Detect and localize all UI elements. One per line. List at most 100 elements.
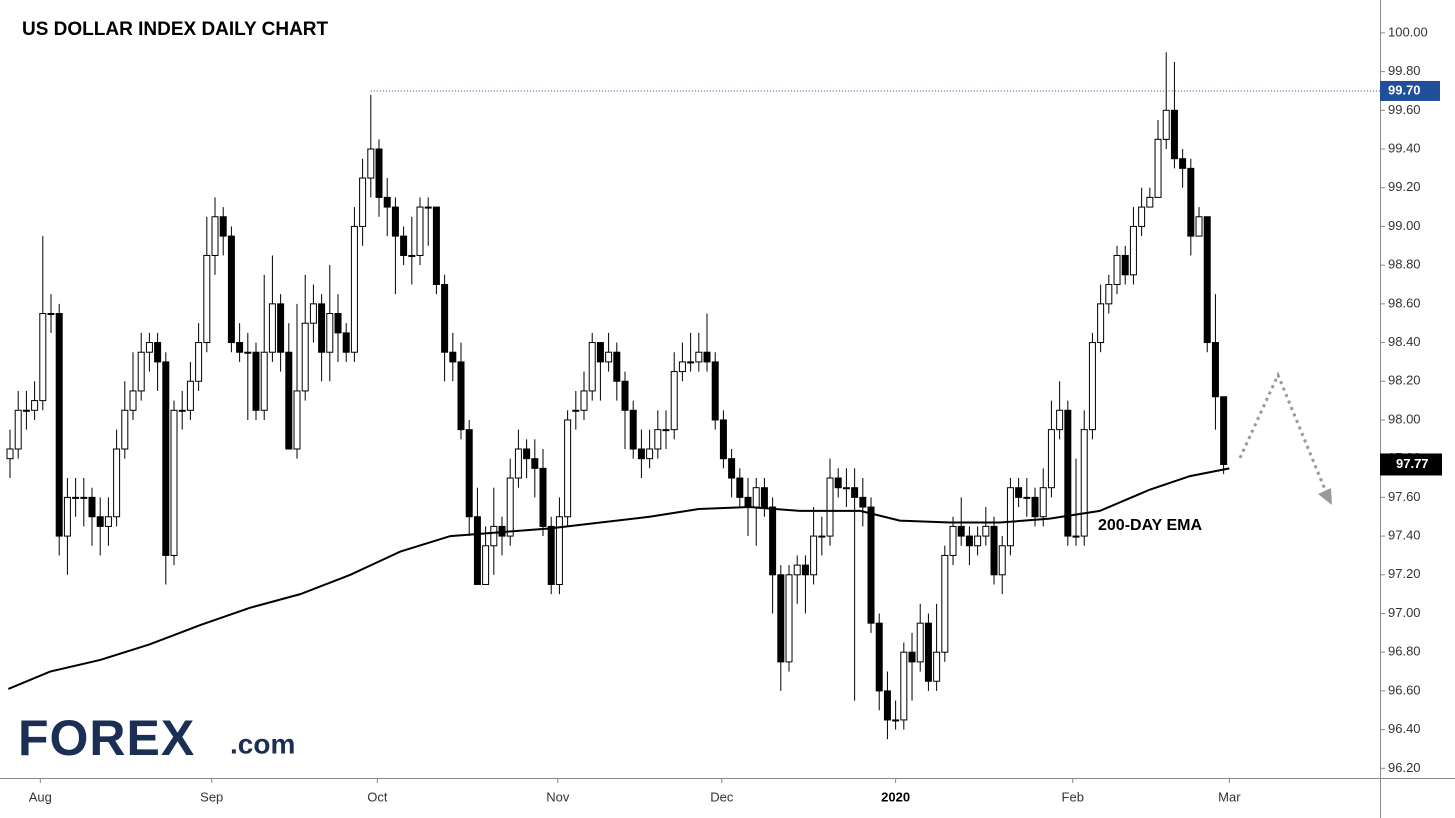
candle-body — [96, 516, 104, 527]
candle-body — [178, 409, 186, 412]
candle-body — [1047, 429, 1055, 489]
candle-body — [908, 651, 916, 663]
x-tick-label: 2020 — [881, 789, 910, 804]
candle-body — [703, 351, 711, 363]
candle-body — [924, 622, 932, 682]
candle-body — [465, 429, 473, 518]
candle-body — [867, 506, 875, 624]
candle-body — [580, 390, 588, 411]
candle-body — [916, 622, 924, 663]
candle-body — [244, 351, 252, 354]
candle-body — [350, 225, 358, 353]
candle-body — [605, 351, 613, 363]
candle-body — [31, 400, 39, 411]
candle-body — [678, 361, 686, 373]
projection-arrowhead — [1318, 488, 1332, 505]
logo-main: FOREX — [18, 710, 195, 766]
candle-body — [170, 409, 178, 556]
candle-body — [375, 148, 383, 198]
y-tick-label: 97.40 — [1388, 528, 1421, 543]
candle-body — [334, 313, 342, 334]
projection-arrow — [1238, 371, 1328, 493]
candle-body — [1064, 409, 1072, 537]
candle-body — [137, 351, 145, 392]
candle-body — [1129, 225, 1137, 276]
candle-body — [1162, 109, 1170, 140]
candle-body — [1097, 303, 1105, 344]
candle-body — [711, 361, 719, 421]
y-tick-label: 96.60 — [1388, 682, 1421, 697]
y-tick-label: 100.00 — [1388, 24, 1428, 39]
candle-body — [154, 342, 162, 363]
y-tick-label: 97.00 — [1388, 605, 1421, 620]
candle-body — [301, 322, 309, 392]
candle-body — [1088, 342, 1096, 431]
candle-body — [941, 554, 949, 653]
candle-body — [514, 448, 522, 479]
candle-body — [596, 342, 604, 363]
candle-body — [326, 313, 334, 353]
logo-suffix: .com — [230, 728, 295, 759]
candle-body — [974, 535, 982, 547]
candle-body — [572, 409, 580, 412]
x-tick-label: Sep — [200, 789, 223, 804]
ema-label: 200-DAY EMA — [1098, 517, 1202, 534]
x-tick-label: Feb — [1062, 789, 1084, 804]
candle-body — [6, 448, 14, 460]
candle-body — [523, 448, 531, 460]
candle-body — [227, 235, 235, 344]
candle-body — [482, 545, 490, 585]
candle-body — [408, 254, 416, 257]
candle-body — [1006, 487, 1014, 547]
candle-body — [564, 419, 572, 518]
candle-body — [998, 545, 1006, 576]
candle-body — [777, 574, 785, 663]
candle-body — [39, 313, 47, 402]
candle-body — [793, 564, 801, 576]
y-tick-label: 98.20 — [1388, 373, 1421, 388]
candle-body — [1015, 487, 1023, 498]
candle-body — [252, 351, 260, 411]
candle-body — [1179, 158, 1187, 169]
candle-body — [432, 206, 440, 285]
candle-body — [424, 206, 432, 209]
candle-body — [670, 371, 678, 431]
candle-body — [539, 467, 547, 527]
candle-body — [810, 535, 818, 576]
candle-body — [293, 390, 301, 450]
candle-body — [1220, 396, 1228, 465]
candle-body — [236, 342, 244, 353]
y-tick-label: 97.20 — [1388, 566, 1421, 581]
candle-body — [736, 477, 744, 498]
candle-body — [129, 390, 137, 411]
resistance-box — [1380, 80, 1440, 101]
candle-body — [1154, 138, 1162, 198]
candle-body — [367, 148, 375, 179]
candle-body — [760, 487, 768, 508]
candle-body — [1138, 206, 1146, 227]
y-tick-label: 96.20 — [1388, 760, 1421, 775]
ema-line — [7, 467, 1230, 690]
candle-body — [719, 419, 727, 460]
candle-body — [342, 332, 350, 353]
candle-body — [490, 525, 498, 547]
y-tick-label: 98.40 — [1388, 334, 1421, 349]
candle-body — [1187, 167, 1195, 237]
candle-body — [473, 516, 481, 585]
candle-body — [14, 409, 22, 450]
candle-body — [1121, 254, 1129, 276]
candle-body — [309, 303, 317, 324]
candle-body — [1080, 429, 1088, 537]
y-tick-label: 99.00 — [1388, 218, 1421, 233]
candle-body — [769, 506, 777, 576]
last-price-box — [1380, 453, 1442, 476]
candle-body — [818, 535, 826, 538]
candle-body — [728, 458, 736, 479]
x-tick-label: Nov — [546, 789, 570, 804]
candle-body — [260, 351, 268, 411]
candle-body — [982, 525, 990, 537]
x-tick-label: Oct — [367, 789, 388, 804]
candle-body — [752, 487, 760, 508]
candle-body — [121, 409, 129, 450]
